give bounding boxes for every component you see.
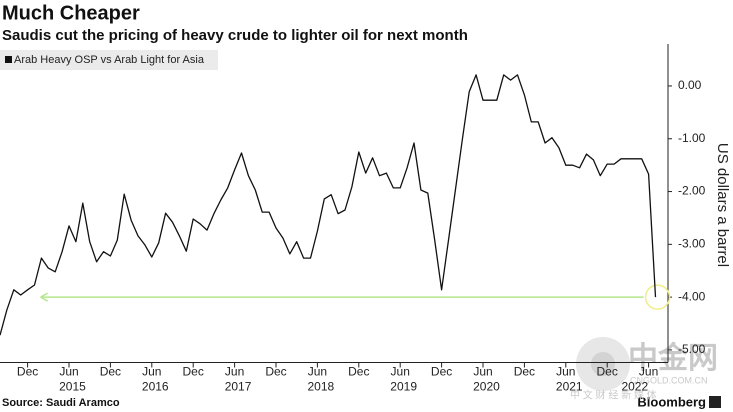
y-tick-label: -1.00 bbox=[678, 131, 706, 145]
legend-swatch bbox=[5, 56, 12, 63]
year-label: 2019 bbox=[390, 380, 417, 394]
watermark-logo-icon bbox=[591, 352, 615, 376]
x-tick-label: Jun bbox=[556, 365, 575, 379]
year-label: 2018 bbox=[307, 380, 334, 394]
x-tick-label: Jun bbox=[142, 365, 161, 379]
watermark-slogan: 中 文 财 经 新 媒 体 bbox=[570, 389, 657, 402]
year-label: 2017 bbox=[225, 380, 252, 394]
x-tick-label: Dec bbox=[597, 365, 618, 379]
y-tick-label: -3.00 bbox=[678, 237, 706, 251]
y-axis-label: US dollars a barrel bbox=[714, 143, 731, 267]
x-tick-label: Dec bbox=[514, 365, 535, 379]
x-tick-label: Dec bbox=[431, 365, 452, 379]
y-tick-label: 0.00 bbox=[678, 78, 702, 92]
x-tick-label: Jun bbox=[473, 365, 492, 379]
source: Source: Saudi Aramco bbox=[2, 397, 120, 409]
brand-icon bbox=[709, 396, 721, 408]
watermark-site: CNGOLD.COM.CN bbox=[630, 375, 708, 385]
y-tick-label: -5.00 bbox=[678, 342, 706, 356]
x-tick-label: Dec bbox=[100, 365, 121, 379]
x-tick-label: Jun bbox=[308, 365, 327, 379]
year-label: 2015 bbox=[59, 380, 86, 394]
x-tick-label: Dec bbox=[17, 365, 38, 379]
year-label: 2021 bbox=[556, 380, 583, 394]
chart-subtitle: Saudis cut the pricing of heavy crude to… bbox=[2, 27, 468, 44]
year-label: 2016 bbox=[142, 380, 169, 394]
watermark-logo: 中金网 bbox=[628, 341, 718, 375]
y-tick-label: -2.00 bbox=[678, 184, 706, 198]
reference-arrow bbox=[40, 292, 48, 302]
legend-label: Arab Heavy OSP vs Arab Light for Asia bbox=[14, 54, 205, 66]
highlight-circle bbox=[644, 284, 671, 310]
x-tick-label: Jun bbox=[639, 365, 658, 379]
chart-title: Much Cheaper bbox=[2, 2, 140, 24]
x-tick-label: Jun bbox=[391, 365, 410, 379]
x-tick-label: Dec bbox=[348, 365, 369, 379]
data-line bbox=[0, 74, 657, 336]
x-tick-label: Dec bbox=[265, 365, 286, 379]
x-tick-label: Jun bbox=[59, 365, 78, 379]
y-tick-label: -4.00 bbox=[678, 289, 706, 303]
x-tick-label: Dec bbox=[183, 365, 204, 379]
x-tick-label: Jun bbox=[225, 365, 244, 379]
legend-box bbox=[0, 50, 218, 70]
year-label: 2020 bbox=[473, 380, 500, 394]
brand: Bloomberg bbox=[637, 394, 706, 409]
year-label: 2022 bbox=[621, 380, 648, 394]
